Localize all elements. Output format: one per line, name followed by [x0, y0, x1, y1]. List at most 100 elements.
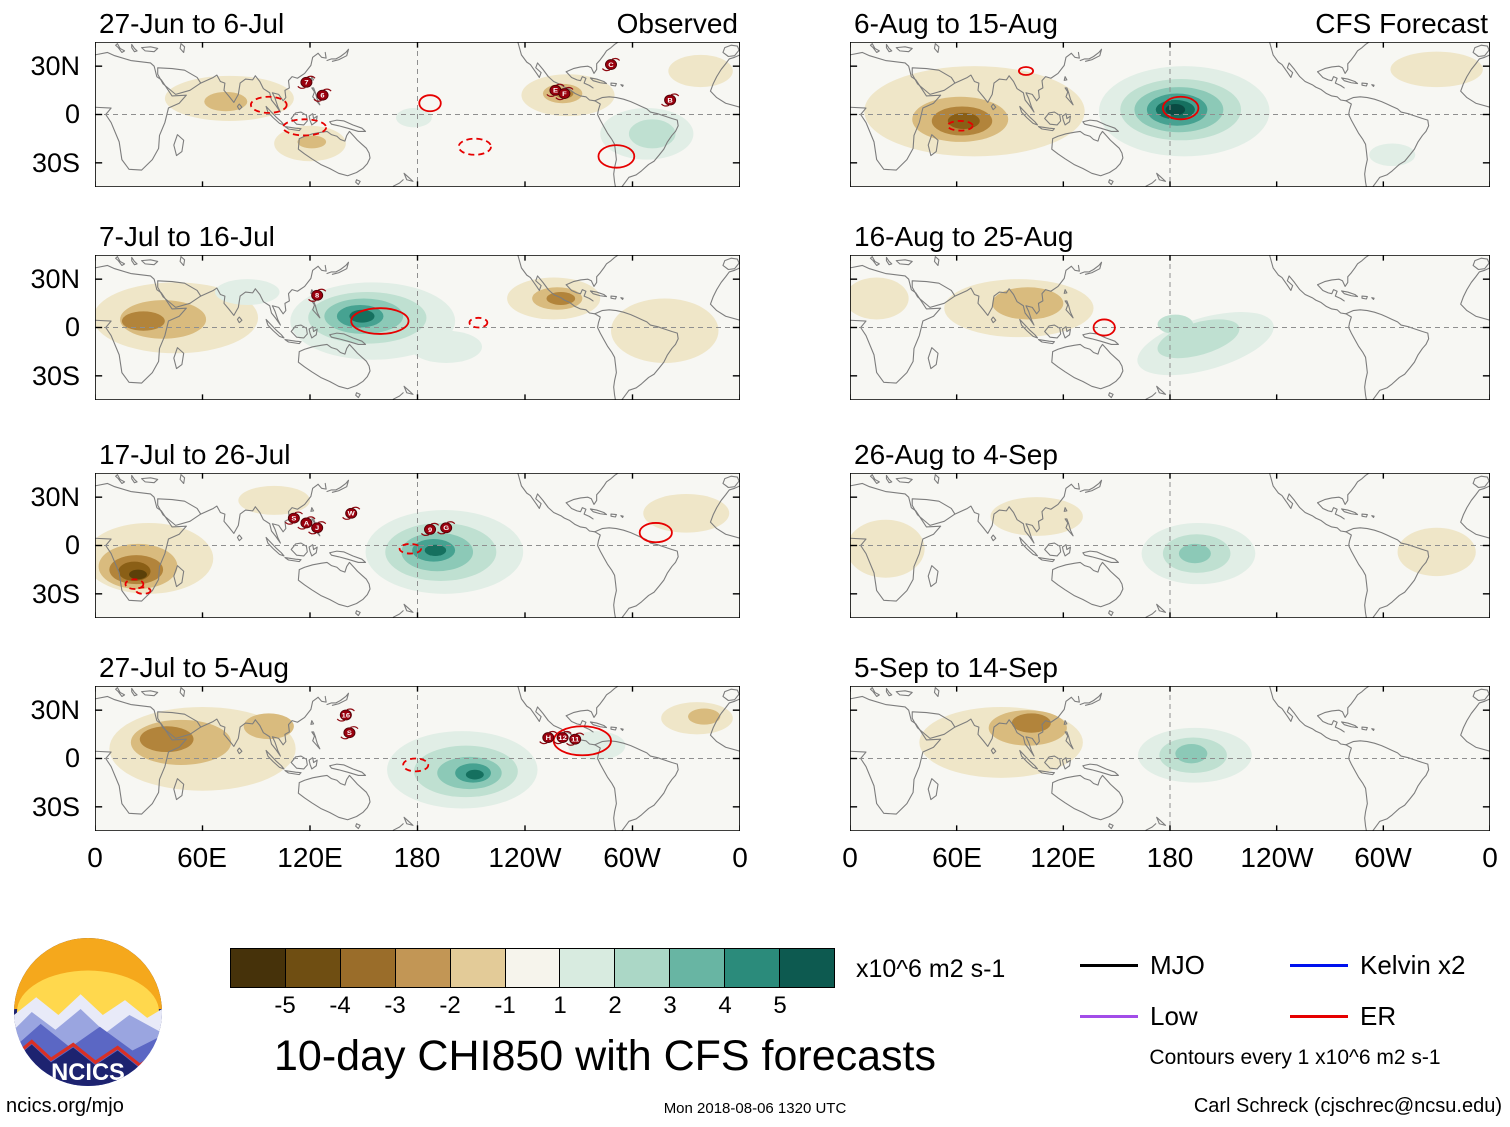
panel-header-2: 7-Jul to 16-Jul: [95, 219, 740, 253]
panel-header-8: 5-Sep to 14-Sep: [850, 650, 1490, 684]
legend-item-kelvin-x2: Kelvin x2: [1290, 950, 1505, 981]
lat-label-30s: 30S: [31, 361, 80, 391]
anomaly-shading: [850, 497, 1476, 585]
svg-text:11: 11: [571, 736, 579, 744]
tropical-cyclone-icon: E: [547, 84, 564, 96]
tropical-cyclone-icon: 12: [554, 732, 571, 744]
map-panel-forecast-4: [850, 686, 1490, 831]
lon-axis-right: 0 60E 120E 180 120W 60W 0: [842, 842, 1498, 878]
legend-item-mjo: MJO: [1080, 950, 1290, 981]
colorbar-swatch: [615, 949, 671, 987]
map-panel-observed-3: SAJ W 9 G: [95, 473, 740, 618]
tropical-cyclone-icon: S: [341, 727, 358, 739]
lon-label: 120E: [1030, 842, 1096, 873]
legend-label: Kelvin x2: [1360, 950, 1466, 980]
storm-markers: 7 6 E F C B: [298, 59, 679, 107]
anomaly-shading: [919, 706, 1252, 783]
panel-header-1: 27-Jun to 6-Jul Observed: [95, 6, 740, 40]
er-wave-contours: [351, 308, 487, 334]
panel-header-5: 6-Aug to 15-Aug CFS Forecast: [850, 6, 1490, 40]
panel-date-range: 5-Sep to 14-Sep: [854, 652, 1058, 683]
svg-text:J: J: [315, 525, 319, 533]
colorbar-swatch: [560, 949, 616, 987]
storm-markers: SAJ W 9 G: [285, 507, 454, 535]
anomaly-shading: [850, 277, 1274, 376]
anomaly-shading: [109, 702, 733, 809]
colorbar-swatch: [231, 949, 286, 987]
er-wave-contours: [403, 726, 611, 771]
lon-label: 120W: [488, 842, 562, 873]
map-panel-observed-1: 7 6 E F C B: [95, 42, 740, 187]
anomaly-shading: [164, 54, 733, 162]
colorbar-tick-label: -1: [494, 992, 516, 1019]
legend-line-swatch: [1290, 1015, 1348, 1018]
legend-label: Low: [1150, 1001, 1198, 1031]
legend-item-er: ER: [1290, 1001, 1505, 1032]
svg-text:S: S: [347, 729, 352, 737]
svg-text:S: S: [291, 515, 296, 523]
tropical-cyclone-icon: 6: [314, 89, 331, 101]
footer-credit: Carl Schreck (cjschrec@ncsu.edu): [1193, 1095, 1502, 1117]
lon-label: 120E: [277, 842, 343, 873]
svg-text:8: 8: [315, 292, 319, 300]
map-panel-observed-2: 8: [95, 255, 740, 400]
lat-axis-row-3: 30N 0 30S: [8, 473, 88, 618]
tropical-cyclone-icon: S: [285, 512, 302, 524]
lat-label-0: 0: [64, 530, 80, 560]
wave-legend: MJO Kelvin x2 Low ER Contours every 1 x10^6…: [1080, 950, 1510, 1070]
colorbar-tick-label: -3: [384, 992, 406, 1019]
er-wave-contours: [251, 95, 634, 167]
tropical-cyclone-icon: 16: [337, 709, 354, 721]
tropical-cyclone-icon: G: [438, 522, 455, 534]
colorbar-tick-label: 3: [663, 992, 677, 1019]
legend-label: MJO: [1150, 950, 1205, 980]
colorbar-tick-label: -2: [439, 992, 461, 1019]
legend-line-swatch: [1080, 964, 1138, 967]
er-wave-contours: [125, 523, 671, 594]
panel-header-4: 27-Jul to 5-Aug: [95, 650, 740, 684]
tropical-cyclone-icon: 8: [309, 289, 326, 301]
svg-text:6: 6: [320, 92, 324, 100]
svg-text:16: 16: [342, 712, 350, 720]
contour-interval-note: Contours every 1 x10^6 m2 s-1: [1149, 1046, 1441, 1069]
lon-label: 60E: [932, 842, 982, 873]
svg-text:12: 12: [558, 734, 566, 742]
colorbar: -5 -4 -3 -2 -1 1 2 3 4 5: [230, 948, 835, 1019]
ncics-logo: NCICS: [14, 938, 162, 1086]
panel-header-7: 26-Aug to 4-Sep: [850, 437, 1490, 471]
lat-label-0: 0: [64, 743, 80, 773]
lon-label: 0: [732, 842, 748, 873]
lat-label-30n: 30N: [30, 264, 80, 294]
legend-line-swatch: [1080, 1015, 1138, 1018]
tropical-cyclone-icon: H: [540, 732, 557, 744]
lon-label: 120W: [1240, 842, 1314, 873]
panel-date-range: 26-Aug to 4-Sep: [854, 439, 1058, 470]
footer-timestamp: Mon 2018-08-06 1320 UTC: [663, 1100, 847, 1117]
lon-label: 60W: [1354, 842, 1412, 873]
svg-text:B: B: [667, 97, 672, 105]
lat-label-30n: 30N: [30, 695, 80, 725]
svg-text:C: C: [608, 61, 613, 69]
panel-date-range: 27-Jun to 6-Jul: [99, 8, 285, 39]
lon-label: 0: [87, 842, 103, 873]
lat-label-30s: 30S: [31, 792, 80, 822]
figure-title: 10-day CHI850 with CFS forecasts: [274, 1032, 936, 1080]
panel-date-range: 27-Jul to 5-Aug: [99, 652, 289, 683]
panel-header-3: 17-Jul to 26-Jul: [95, 437, 740, 471]
colorbar-tick-label: 5: [773, 992, 787, 1019]
tropical-cyclone-icon: A: [298, 517, 315, 529]
colorbar-swatch: [780, 949, 834, 987]
lon-label: 180: [393, 842, 441, 873]
colorbar-tick-label: -5: [274, 992, 296, 1019]
tropical-cyclone-icon: F: [556, 88, 573, 100]
lat-axis-row-1: 30N 0 30S: [8, 42, 88, 187]
svg-text:H: H: [546, 734, 551, 742]
lat-label-30n: 30N: [30, 482, 80, 512]
panel-date-range: 16-Aug to 25-Aug: [854, 221, 1074, 252]
footer-site: ncics.org/mjo: [6, 1095, 124, 1117]
svg-text:G: G: [443, 525, 449, 533]
map-panel-forecast-2: [850, 255, 1490, 400]
colorbar-swatch: [285, 949, 341, 987]
colorbar-tick-label: 1: [553, 992, 567, 1019]
anomaly-shading: [95, 277, 719, 363]
